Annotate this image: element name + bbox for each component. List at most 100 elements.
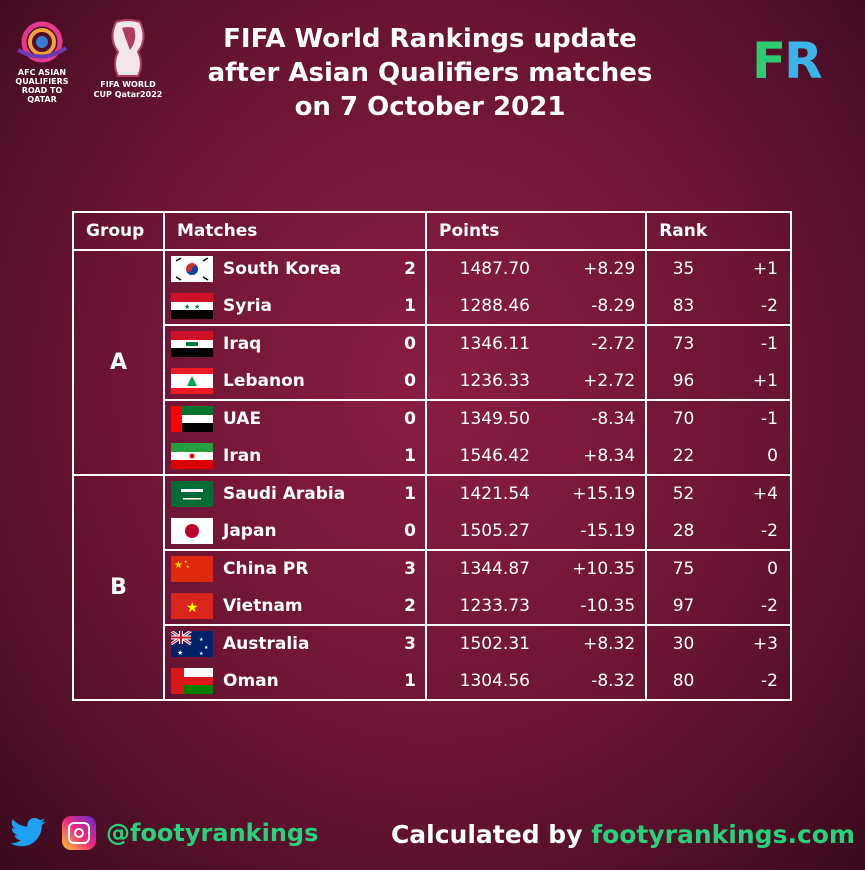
match-score: 3 bbox=[404, 559, 416, 580]
rank-change: -2 bbox=[738, 512, 792, 551]
rank-change: +1 bbox=[738, 362, 792, 401]
match-cell: ★ ★ Syria 1 bbox=[163, 287, 427, 326]
calc-site-link[interactable]: footyrankings.com bbox=[591, 820, 855, 849]
points-change: +8.32 bbox=[543, 625, 648, 663]
points-value: 1502.31 bbox=[425, 625, 544, 663]
points-value: 1421.54 bbox=[425, 475, 544, 513]
match-score: 0 bbox=[404, 370, 416, 391]
country-name: Lebanon bbox=[223, 370, 305, 391]
instagram-icon[interactable] bbox=[62, 816, 96, 850]
table-header-row: Group Matches Points Rank bbox=[72, 211, 792, 251]
world-cup-trophy-icon bbox=[111, 19, 145, 77]
oman-flag-icon bbox=[171, 667, 213, 694]
points-change: -8.32 bbox=[543, 662, 648, 701]
iraq-flag-icon bbox=[171, 331, 213, 358]
match-score: 2 bbox=[404, 595, 416, 616]
match-score: 1 bbox=[404, 445, 416, 466]
country-name: Saudi Arabia bbox=[223, 484, 346, 505]
rank-value: 97 bbox=[645, 587, 739, 626]
rank-value: 83 bbox=[645, 287, 739, 326]
points-change: +10.35 bbox=[543, 550, 648, 588]
points-value: 1288.46 bbox=[425, 287, 544, 326]
svg-text:★: ★ bbox=[177, 649, 183, 657]
rank-value: 52 bbox=[645, 475, 739, 513]
afc-logo-text: AFC ASIAN QUALIFIERS ROAD TO QATAR bbox=[15, 68, 69, 104]
match-score: 3 bbox=[404, 634, 416, 655]
table-row: ★ ★ ★ China PR 3 1344.87 +10.35 75 0 bbox=[73, 550, 792, 588]
match-cell: ★ Vietnam 2 bbox=[163, 587, 427, 626]
match-cell: Iran 1 bbox=[163, 437, 427, 476]
uae-flag-icon bbox=[171, 406, 213, 433]
points-change: -8.34 bbox=[543, 400, 648, 438]
rank-value: 96 bbox=[645, 362, 739, 401]
match-score: 2 bbox=[404, 259, 416, 280]
match-cell: Japan 0 bbox=[163, 512, 427, 551]
match-score: 0 bbox=[404, 520, 416, 541]
table-row: Japan 0 1505.27 -15.19 28 -2 bbox=[73, 512, 792, 551]
saudi-arabia-flag-icon bbox=[171, 481, 213, 508]
rank-change: -2 bbox=[738, 287, 792, 326]
vietnam-flag-icon: ★ bbox=[171, 592, 213, 619]
rank-change: +3 bbox=[738, 625, 792, 663]
table-row: ★ ★ Syria 1 1288.46 -8.29 83 -2 bbox=[73, 287, 792, 326]
rank-value: 22 bbox=[645, 437, 739, 476]
svg-text:★: ★ bbox=[199, 637, 204, 643]
rank-value: 73 bbox=[645, 325, 739, 363]
country-name: Iran bbox=[223, 445, 262, 466]
title-line-1: FIFA World Rankings update bbox=[223, 24, 637, 54]
twitter-icon[interactable] bbox=[6, 814, 50, 852]
social-handle[interactable]: @footyrankings bbox=[106, 819, 319, 847]
points-value: 1233.73 bbox=[425, 587, 544, 626]
page-title: FIFA World Rankings update after Asian Q… bbox=[180, 22, 680, 124]
fr-logo-f: F bbox=[752, 32, 786, 90]
points-change: -10.35 bbox=[543, 587, 648, 626]
rank-change: -1 bbox=[738, 325, 792, 363]
japan-flag-icon bbox=[171, 517, 213, 544]
afc-asian-qualifiers-logo: AFC ASIAN QUALIFIERS ROAD TO QATAR bbox=[8, 20, 76, 104]
match-score: 1 bbox=[404, 670, 416, 691]
country-name: China PR bbox=[223, 559, 309, 580]
group-label: A bbox=[72, 250, 165, 476]
match-score: 1 bbox=[404, 484, 416, 505]
rankings-table: Group Matches Points Rank A South Korea … bbox=[72, 211, 792, 701]
south-korea-flag-icon bbox=[171, 256, 213, 283]
rank-change: -2 bbox=[738, 662, 792, 701]
points-value: 1236.33 bbox=[425, 362, 544, 401]
svg-text:★: ★ bbox=[174, 560, 183, 571]
country-name: Vietnam bbox=[223, 595, 303, 616]
table-row: A South Korea 2 1487.70 +8.29 35 +1 bbox=[72, 250, 792, 476]
rank-value: 80 bbox=[645, 662, 739, 701]
table-row: Iran 1 1546.42 +8.34 22 0 bbox=[73, 437, 792, 476]
svg-text:★: ★ bbox=[184, 559, 188, 564]
rank-change: -2 bbox=[738, 587, 792, 626]
rank-value: 28 bbox=[645, 512, 739, 551]
points-value: 1487.70 bbox=[425, 250, 544, 288]
calc-prefix: Calculated by bbox=[390, 820, 592, 849]
points-value: 1344.87 bbox=[425, 550, 544, 588]
points-value: 1546.42 bbox=[425, 437, 544, 476]
svg-text:★: ★ bbox=[186, 564, 190, 569]
match-cell: South Korea 2 bbox=[163, 250, 427, 288]
points-value: 1304.56 bbox=[425, 662, 544, 701]
match-cell: Lebanon 0 bbox=[163, 362, 427, 401]
match-score: 0 bbox=[404, 334, 416, 355]
svg-text:★: ★ bbox=[184, 303, 190, 311]
points-change: +2.72 bbox=[543, 362, 648, 401]
social-footer: @footyrankings bbox=[6, 814, 318, 852]
match-score: 0 bbox=[404, 409, 416, 430]
fr-logo-r: R bbox=[784, 32, 822, 90]
country-name: Australia bbox=[223, 634, 310, 655]
rank-change: 0 bbox=[738, 437, 792, 476]
rank-value: 35 bbox=[645, 250, 739, 288]
wc-logo-text: FIFA WORLD CUP Qatar2022 bbox=[93, 80, 163, 99]
points-change: -2.72 bbox=[543, 325, 648, 363]
header-points: Points bbox=[424, 211, 648, 251]
points-value: 1346.11 bbox=[425, 325, 544, 363]
table-row: Oman 1 1304.56 -8.32 80 -2 bbox=[73, 662, 792, 701]
group-label: B bbox=[72, 475, 165, 701]
svg-text:★: ★ bbox=[199, 651, 204, 657]
lebanon-flag-icon bbox=[171, 367, 213, 394]
table-row: Iraq 0 1346.11 -2.72 73 -1 bbox=[73, 325, 792, 363]
rank-change: 0 bbox=[738, 550, 792, 588]
country-name: Oman bbox=[223, 670, 279, 691]
